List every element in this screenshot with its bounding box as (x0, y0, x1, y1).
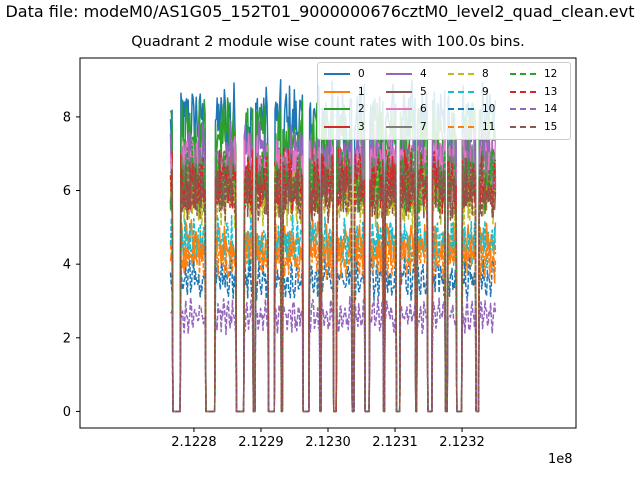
legend: 0 1 2 3 4 5 6 7 8 9 10 11 12 13 14 15 (317, 62, 571, 140)
series-line-14 (170, 295, 497, 413)
legend-label: 8 (482, 68, 489, 80)
legend-swatch (510, 108, 536, 110)
chart-title: Quadrant 2 module wise count rates with … (131, 34, 525, 50)
legend-label: 2 (358, 103, 365, 115)
x-offset-label: 1e8 (548, 452, 573, 467)
legend-label: 13 (544, 85, 558, 98)
legend-swatch (324, 125, 350, 128)
legend-label: 10 (482, 103, 496, 115)
x-tick-label: 2.1232 (439, 435, 485, 450)
x-tick-label: 2.1229 (238, 435, 284, 450)
legend-swatch (448, 90, 474, 93)
y-tick-label: 2 (63, 331, 71, 346)
legend-label: 14 (544, 103, 558, 115)
legend-swatch (448, 73, 474, 75)
legend-label: 7 (420, 120, 427, 133)
legend-swatch (324, 73, 350, 75)
legend-swatch (510, 125, 536, 128)
legend-label: 6 (420, 103, 427, 115)
legend-label: 1 (358, 85, 365, 98)
legend-swatch (324, 108, 350, 110)
figure-suptitle: Data file: modeM0/AS1G05_152T01_90000006… (5, 2, 635, 21)
legend-swatch (386, 90, 412, 93)
legend-swatch (510, 90, 536, 93)
legend-swatch (510, 73, 536, 75)
series-line-10 (169, 255, 497, 413)
series-line-15 (169, 156, 497, 413)
axes: 2.1228 2.1229 2.1230 2.1231 2.1232 0 2 4 6 8 (63, 57, 577, 450)
legend-label: 0 (358, 68, 365, 80)
legend-swatch (324, 90, 350, 93)
x-tick-label: 2.1228 (171, 435, 217, 450)
x-tick-label: 2.1230 (305, 435, 351, 450)
legend-label: 12 (544, 68, 558, 80)
legend-swatch (386, 73, 412, 75)
legend-label: 3 (358, 120, 365, 133)
x-tick-label: 2.1231 (372, 435, 418, 450)
series-line-13 (169, 148, 497, 413)
legend-label: 4 (420, 68, 427, 80)
y-tick-label: 4 (63, 258, 71, 273)
legend-swatch (386, 125, 412, 128)
legend-swatch (448, 108, 474, 110)
y-tick-label: 8 (63, 110, 71, 125)
legend-swatch (448, 125, 474, 128)
plot-lines (169, 78, 497, 413)
legend-label: 9 (482, 85, 489, 98)
y-tick-label: 6 (63, 184, 71, 199)
y-tick-label: 0 (63, 405, 71, 420)
legend-label: 11 (482, 120, 496, 133)
legend-label: 5 (420, 85, 427, 98)
legend-label: 15 (544, 120, 558, 133)
legend-swatch (386, 108, 412, 110)
